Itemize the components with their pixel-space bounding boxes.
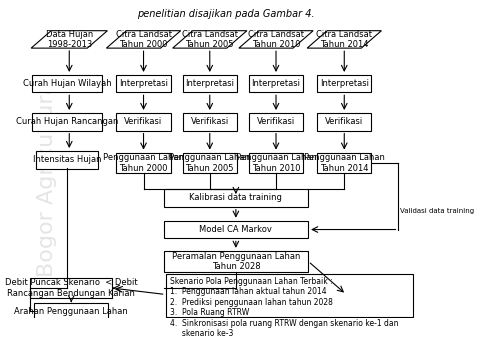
FancyBboxPatch shape bbox=[183, 153, 237, 173]
FancyBboxPatch shape bbox=[163, 221, 308, 238]
Text: Kalibrasi data training: Kalibrasi data training bbox=[189, 193, 282, 202]
Text: Penggunaan Lahan
Tahun 2005: Penggunaan Lahan Tahun 2005 bbox=[169, 153, 250, 173]
FancyBboxPatch shape bbox=[32, 75, 102, 92]
Text: Curah Hujan Wilayah: Curah Hujan Wilayah bbox=[23, 79, 111, 88]
Text: Citra Landsat
Tahun 2005: Citra Landsat Tahun 2005 bbox=[182, 30, 238, 49]
Text: Verifikasi: Verifikasi bbox=[124, 117, 163, 126]
Text: Interpretasi: Interpretasi bbox=[320, 79, 369, 88]
FancyBboxPatch shape bbox=[317, 113, 371, 130]
Text: Penggunaan Lahan
Tahun 2010: Penggunaan Lahan Tahun 2010 bbox=[236, 153, 316, 173]
FancyBboxPatch shape bbox=[30, 278, 112, 299]
Polygon shape bbox=[173, 31, 247, 48]
FancyBboxPatch shape bbox=[34, 302, 109, 320]
Text: Interpretasi: Interpretasi bbox=[119, 79, 168, 88]
FancyBboxPatch shape bbox=[249, 153, 303, 173]
FancyBboxPatch shape bbox=[117, 75, 171, 92]
FancyBboxPatch shape bbox=[317, 153, 371, 173]
FancyBboxPatch shape bbox=[249, 113, 303, 130]
Text: penelitian disajikan pada Gambar 4.: penelitian disajikan pada Gambar 4. bbox=[137, 9, 315, 19]
FancyBboxPatch shape bbox=[165, 274, 413, 317]
Text: Debit Puncak Skenario  < Debit
Rancangan Bendungan Karian: Debit Puncak Skenario < Debit Rancangan … bbox=[5, 279, 138, 298]
Text: Citra Landsat
Tahun 2000: Citra Landsat Tahun 2000 bbox=[116, 30, 172, 49]
Text: Verifikasi: Verifikasi bbox=[325, 117, 363, 126]
Polygon shape bbox=[239, 31, 313, 48]
Text: Interpretasi: Interpretasi bbox=[251, 79, 301, 88]
Text: Intensitas Hujan: Intensitas Hujan bbox=[33, 155, 101, 164]
Text: Interpretasi: Interpretasi bbox=[185, 79, 234, 88]
FancyBboxPatch shape bbox=[317, 75, 371, 92]
FancyBboxPatch shape bbox=[163, 189, 308, 207]
Text: Penggunaan Lahan
Tahun 2014: Penggunaan Lahan Tahun 2014 bbox=[304, 153, 385, 173]
Text: Arahan Penggunaan Lahan: Arahan Penggunaan Lahan bbox=[14, 307, 128, 316]
Polygon shape bbox=[307, 31, 381, 48]
FancyBboxPatch shape bbox=[32, 113, 102, 130]
FancyBboxPatch shape bbox=[183, 75, 237, 92]
Text: Validasi data training: Validasi data training bbox=[401, 208, 475, 213]
FancyBboxPatch shape bbox=[163, 251, 308, 272]
Text: Verifikasi: Verifikasi bbox=[257, 117, 295, 126]
Text: Bogor Agricultural: Bogor Agricultural bbox=[37, 74, 57, 277]
Text: Curah Hujan Rancangan: Curah Hujan Rancangan bbox=[16, 117, 119, 126]
Polygon shape bbox=[107, 31, 181, 48]
Text: Penggunaan Lahan
Tahun 2000: Penggunaan Lahan Tahun 2000 bbox=[103, 153, 184, 173]
Text: Citra Landsat
Tahun 2010: Citra Landsat Tahun 2010 bbox=[248, 30, 304, 49]
Polygon shape bbox=[31, 31, 108, 48]
FancyBboxPatch shape bbox=[36, 151, 98, 169]
Text: Model CA Markov: Model CA Markov bbox=[199, 225, 272, 234]
FancyBboxPatch shape bbox=[117, 113, 171, 130]
FancyBboxPatch shape bbox=[249, 75, 303, 92]
Text: Skenario Pola Penggunaan Lahan Terbaik :
1.  Penggunaan lahan aktual tahun 2014
: Skenario Pola Penggunaan Lahan Terbaik :… bbox=[170, 277, 398, 338]
Text: Data Hujan
1998-2013: Data Hujan 1998-2013 bbox=[45, 30, 93, 49]
Text: Verifikasi: Verifikasi bbox=[191, 117, 229, 126]
FancyBboxPatch shape bbox=[117, 153, 171, 173]
Text: Peramalan Penggunaan Lahan
Tahun 2028: Peramalan Penggunaan Lahan Tahun 2028 bbox=[172, 252, 300, 271]
FancyBboxPatch shape bbox=[183, 113, 237, 130]
Text: Citra Landsat
Tahun 2014: Citra Landsat Tahun 2014 bbox=[316, 30, 372, 49]
